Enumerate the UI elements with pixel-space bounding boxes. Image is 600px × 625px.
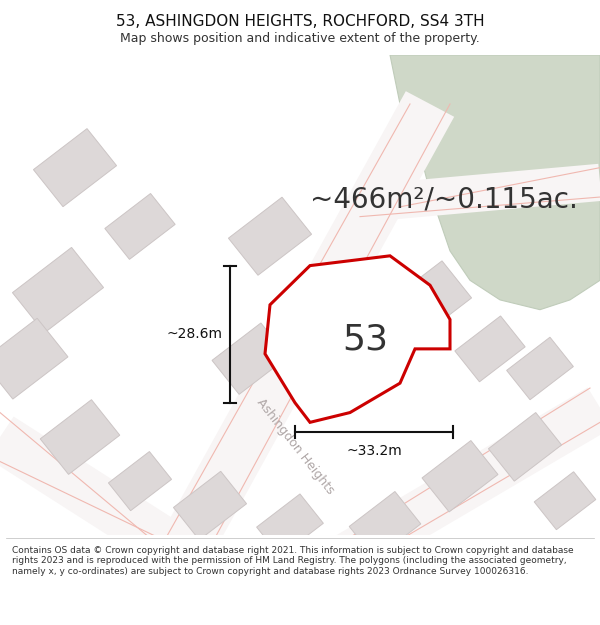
Polygon shape <box>40 399 120 474</box>
Polygon shape <box>257 494 323 556</box>
Polygon shape <box>388 261 472 339</box>
Polygon shape <box>105 194 175 259</box>
Polygon shape <box>534 472 596 529</box>
Text: ~33.2m: ~33.2m <box>346 444 402 458</box>
Polygon shape <box>506 338 574 400</box>
Text: Contains OS data © Crown copyright and database right 2021. This information is : Contains OS data © Crown copyright and d… <box>12 546 574 576</box>
Polygon shape <box>109 451 172 511</box>
Polygon shape <box>349 491 421 559</box>
Polygon shape <box>212 323 288 394</box>
Polygon shape <box>455 316 525 382</box>
Text: ~28.6m: ~28.6m <box>166 327 222 341</box>
Polygon shape <box>141 91 454 597</box>
Polygon shape <box>390 55 600 310</box>
Text: Ashingdon Heights: Ashingdon Heights <box>254 396 337 497</box>
Text: 53: 53 <box>342 322 388 356</box>
Text: 53, ASHINGDON HEIGHTS, ROCHFORD, SS4 3TH: 53, ASHINGDON HEIGHTS, ROCHFORD, SS4 3TH <box>116 14 484 29</box>
Polygon shape <box>287 388 600 604</box>
Polygon shape <box>378 164 600 221</box>
Polygon shape <box>13 248 104 332</box>
Text: Map shows position and indicative extent of the property.: Map shows position and indicative extent… <box>120 32 480 45</box>
Polygon shape <box>422 441 498 512</box>
Polygon shape <box>488 412 562 481</box>
Polygon shape <box>0 318 68 399</box>
Polygon shape <box>34 129 116 207</box>
Text: ~466m²/~0.115ac.: ~466m²/~0.115ac. <box>310 186 578 214</box>
Polygon shape <box>0 416 244 604</box>
Polygon shape <box>173 471 247 540</box>
Polygon shape <box>265 256 450 422</box>
Polygon shape <box>229 198 311 275</box>
